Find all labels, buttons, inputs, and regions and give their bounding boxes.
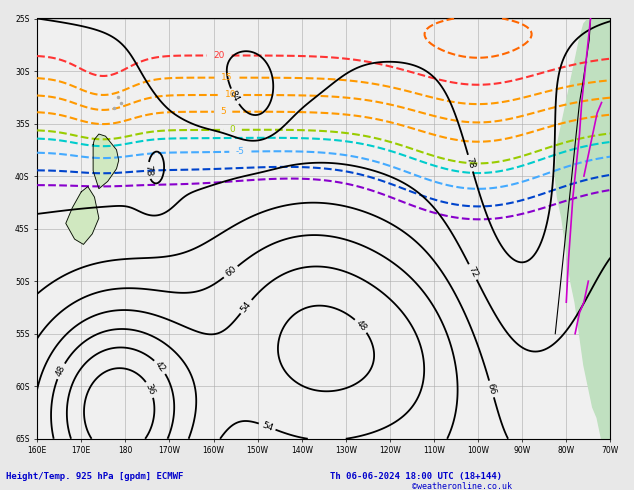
Text: 54: 54 — [261, 420, 274, 433]
Text: 15: 15 — [221, 73, 233, 82]
Text: 78: 78 — [465, 156, 476, 170]
Text: 84: 84 — [228, 89, 241, 103]
Polygon shape — [66, 187, 99, 245]
Text: 60: 60 — [223, 265, 238, 279]
Text: 20: 20 — [214, 51, 225, 60]
Text: -5: -5 — [236, 147, 245, 156]
Text: 48: 48 — [354, 318, 368, 333]
Text: 5: 5 — [220, 107, 226, 116]
Text: 78: 78 — [143, 165, 153, 177]
Text: 42: 42 — [153, 360, 167, 374]
Text: 36: 36 — [144, 383, 157, 397]
Text: 72: 72 — [466, 265, 479, 279]
Polygon shape — [555, 19, 611, 439]
Polygon shape — [93, 134, 119, 189]
Text: 0: 0 — [230, 125, 236, 134]
Text: Th 06-06-2024 18:00 UTC (18+144): Th 06-06-2024 18:00 UTC (18+144) — [330, 472, 501, 481]
Text: 66: 66 — [486, 382, 497, 396]
Text: Height/Temp. 925 hPa [gpdm] ECMWF: Height/Temp. 925 hPa [gpdm] ECMWF — [6, 472, 184, 481]
Text: ©weatheronline.co.uk: ©weatheronline.co.uk — [412, 482, 512, 490]
Text: 10: 10 — [225, 91, 236, 99]
Text: 54: 54 — [239, 299, 253, 314]
Text: 48: 48 — [55, 364, 67, 378]
